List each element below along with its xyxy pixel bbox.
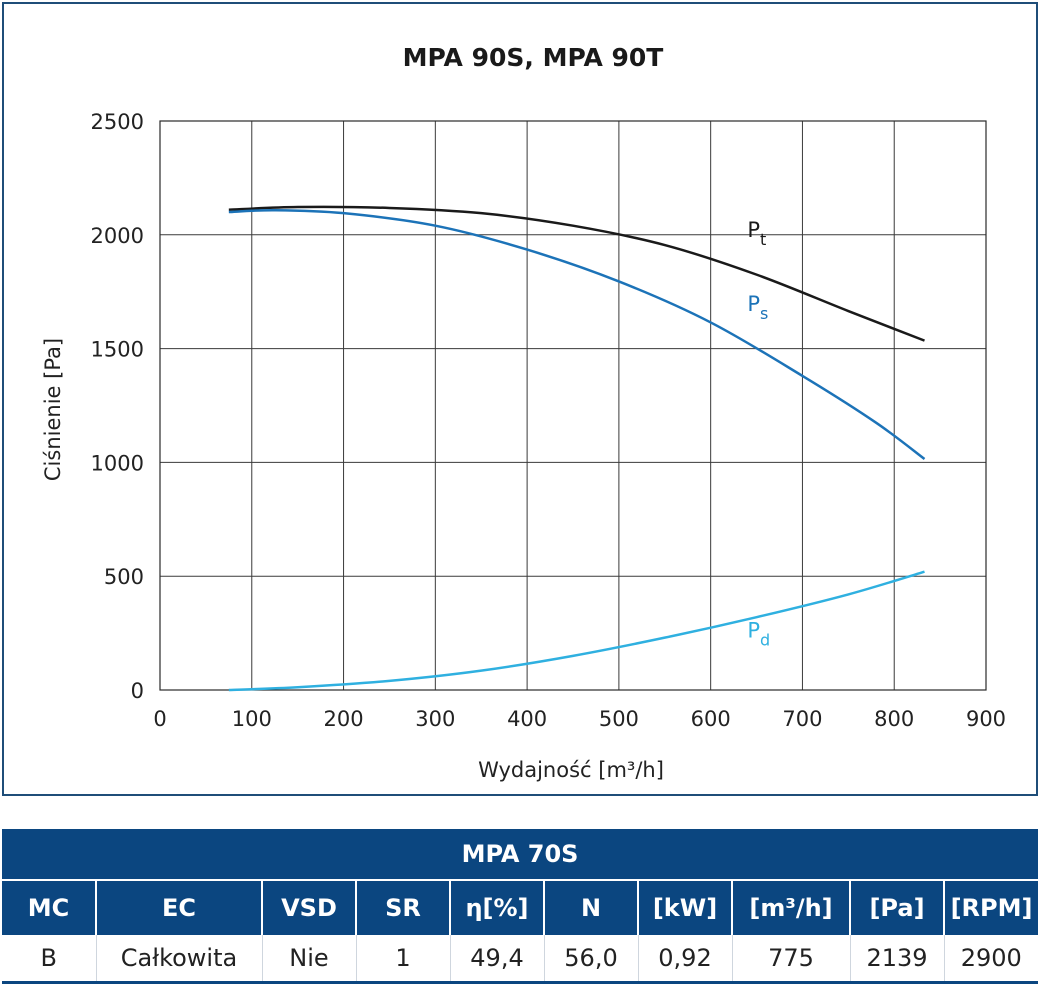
header-rpm: [RPM]: [942, 879, 1039, 935]
x-tick-label: 200: [324, 707, 364, 731]
header-ec: EC: [95, 879, 262, 935]
chart-panel: MPA 90S, MPA 90T 0 100 200 300 400 500 600 700 80…: [2, 2, 1038, 796]
cell-efficiency: 49,4: [449, 935, 544, 984]
cell-vsd: Nie: [261, 935, 356, 984]
header-power: [kW]: [637, 879, 732, 935]
series-line-ps: [228, 208, 926, 460]
x-tick-label: 300: [415, 707, 455, 731]
header-mc: MC: [2, 879, 96, 935]
y-tick-label: 1500: [91, 338, 144, 362]
y-axis-label: Ciśnienie [Pa]: [41, 338, 65, 481]
table-row: B Całkowita Nie 1 49,4 56,0 0,92 775 213…: [2, 935, 1039, 984]
header-vsd: VSD: [261, 879, 356, 935]
series-label-main: P: [747, 292, 760, 316]
x-tick-label: 0: [153, 707, 166, 731]
table-header-row: MC EC VSD SR η[%] N [kW] [m³/h] [Pa] [RP…: [2, 879, 1039, 935]
cell-sr: 1: [355, 935, 450, 984]
cell-pressure: 2139: [849, 935, 944, 984]
x-tick-label: 700: [782, 707, 822, 731]
y-tick-label: 0: [131, 679, 144, 703]
header-efficiency: η[%]: [449, 879, 544, 935]
series-label-pd: Pd: [747, 619, 770, 650]
header-airflow: [m³/h]: [731, 879, 850, 935]
pressure-chart: MPA 90S, MPA 90T 0 100 200 300 400 500 600 700 80…: [41, 43, 1006, 782]
x-axis-label: Wydajność [m³/h]: [478, 758, 664, 782]
table-title: MPA 70S: [2, 829, 1039, 880]
series-label-main: P: [747, 619, 760, 643]
cell-airflow: 775: [731, 935, 850, 984]
header-n: N: [543, 879, 638, 935]
y-tick-label: 2000: [91, 224, 144, 248]
series-label-subscript: s: [760, 304, 768, 323]
series-label-subscript: d: [760, 631, 770, 650]
x-tick-label: 100: [232, 707, 272, 731]
series-label-pt: Pt: [747, 218, 766, 249]
series-line-pt: [228, 205, 925, 342]
cell-mc: B: [2, 935, 96, 984]
cell-n: 56,0: [543, 935, 638, 984]
y-tick-label: 2500: [91, 110, 144, 134]
x-tick-label: 900: [966, 707, 1006, 731]
series-line-pd: [228, 570, 925, 692]
series-label-ps: Ps: [747, 292, 768, 323]
header-sr: SR: [355, 879, 450, 935]
chart-title: MPA 90S, MPA 90T: [403, 43, 664, 72]
x-tick-label: 600: [691, 707, 731, 731]
header-pressure: [Pa]: [849, 879, 944, 935]
cell-ec: Całkowita: [95, 935, 262, 984]
x-tick-label: 800: [874, 707, 914, 731]
series-label-subscript: t: [760, 230, 766, 249]
y-tick-label: 500: [104, 565, 144, 589]
series-label-main: P: [747, 218, 760, 242]
spec-table: MPA 70S MC EC VSD SR η[%] N [kW] [m³/h] …: [2, 829, 1039, 984]
x-tick-label: 500: [599, 707, 639, 731]
plot-frame: [159, 120, 987, 691]
y-tick-label: 1000: [91, 451, 144, 475]
cell-rpm: 2900: [943, 935, 1039, 984]
cell-power: 0,92: [637, 935, 732, 984]
x-tick-label: 400: [507, 707, 547, 731]
